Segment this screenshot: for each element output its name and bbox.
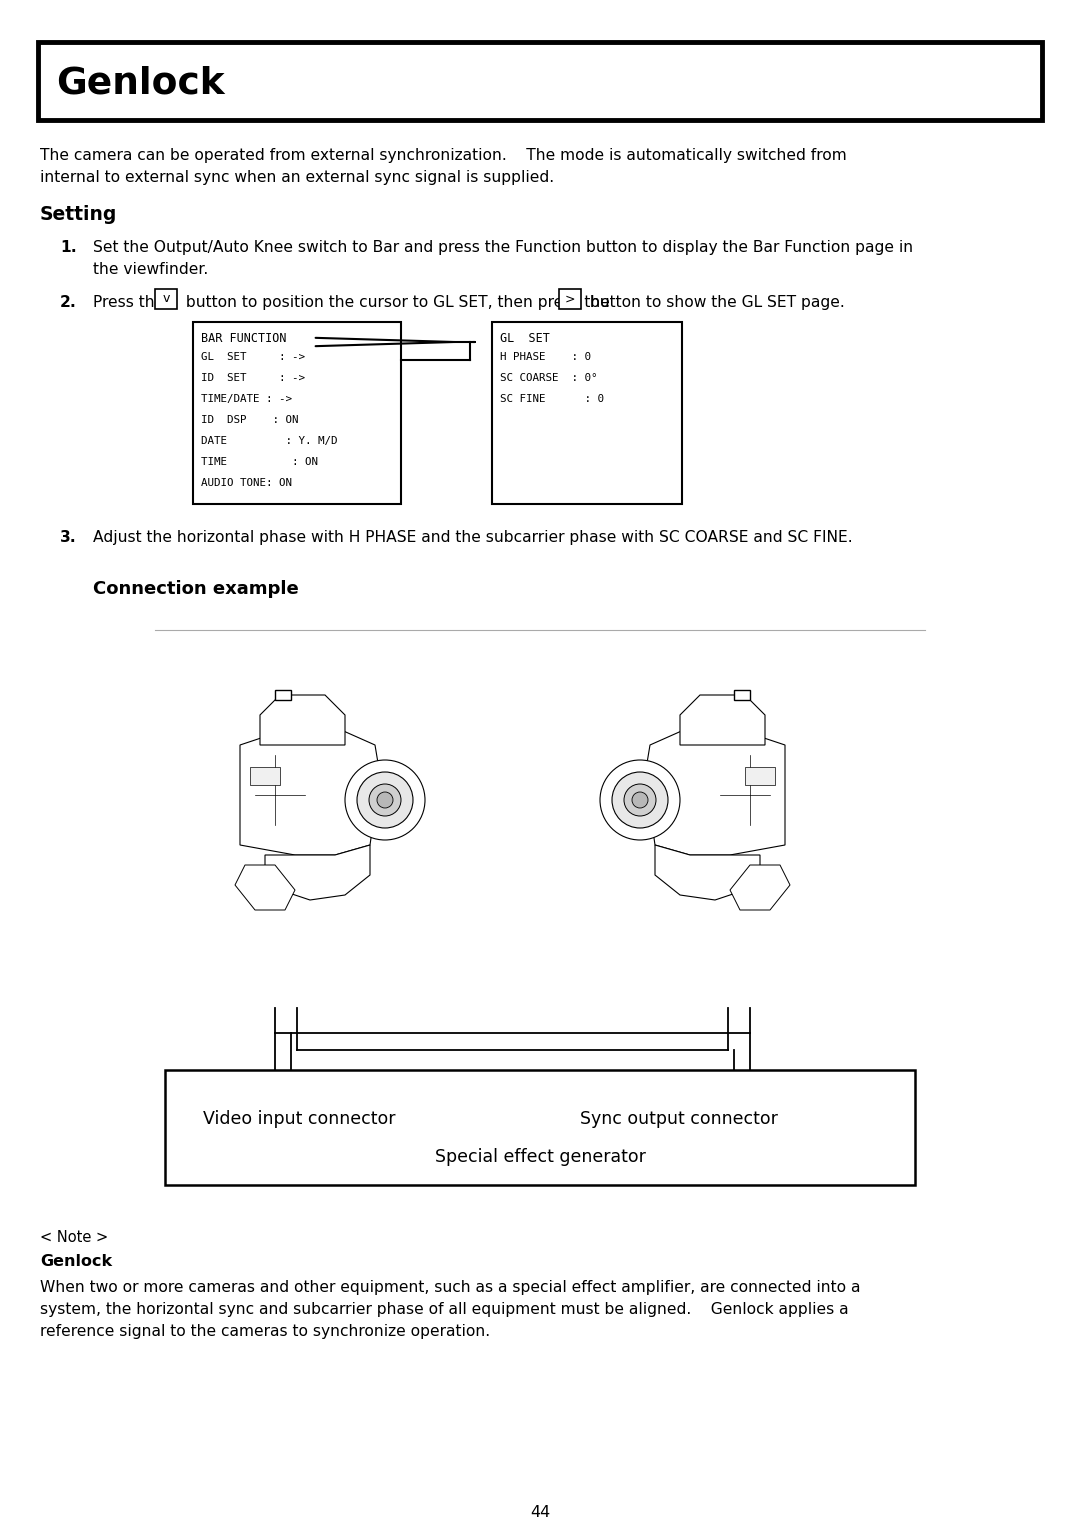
Polygon shape: [265, 845, 370, 900]
Text: v: v: [162, 292, 170, 306]
Polygon shape: [730, 865, 789, 911]
Text: Special effect generator: Special effect generator: [434, 1148, 646, 1166]
Polygon shape: [680, 695, 765, 746]
Bar: [734, 691, 750, 700]
Text: 3.: 3.: [60, 530, 77, 545]
Text: The camera can be operated from external synchronization.    The mode is automat: The camera can be operated from external…: [40, 148, 847, 163]
Circle shape: [600, 759, 680, 840]
Polygon shape: [260, 695, 345, 746]
Text: AUDIO TONE: ON: AUDIO TONE: ON: [201, 478, 292, 487]
Text: button to show the GL SET page.: button to show the GL SET page.: [585, 295, 845, 310]
Text: Sync output connector: Sync output connector: [580, 1109, 778, 1128]
Text: TIME/DATE : ->: TIME/DATE : ->: [201, 394, 292, 403]
Polygon shape: [235, 865, 295, 911]
Bar: [156, 289, 177, 309]
Text: SC FINE      : 0: SC FINE : 0: [500, 394, 604, 403]
Text: GL  SET     : ->: GL SET : ->: [201, 351, 305, 362]
Circle shape: [624, 784, 656, 816]
Text: 44: 44: [530, 1505, 550, 1520]
Circle shape: [345, 759, 426, 840]
Bar: [38, 41, 1042, 121]
Circle shape: [377, 792, 393, 808]
Text: 2.: 2.: [60, 295, 77, 310]
Text: Set the Output/Auto Knee switch to Bar and press the Function button to display : Set the Output/Auto Knee switch to Bar a…: [93, 240, 913, 255]
Text: When two or more cameras and other equipment, such as a special effect amplifier: When two or more cameras and other equip…: [40, 1280, 861, 1296]
Polygon shape: [240, 724, 380, 856]
Circle shape: [369, 784, 401, 816]
Text: reference signal to the cameras to synchronize operation.: reference signal to the cameras to synch…: [40, 1323, 490, 1339]
Text: H PHASE    : 0: H PHASE : 0: [500, 351, 591, 362]
Polygon shape: [645, 724, 785, 856]
Bar: [249, 767, 280, 785]
Text: TIME          : ON: TIME : ON: [201, 457, 318, 468]
Circle shape: [612, 772, 669, 828]
Text: GL  SET: GL SET: [500, 332, 550, 345]
Text: 1.: 1.: [60, 240, 77, 255]
Bar: [492, 322, 681, 504]
Text: < Note >: < Note >: [40, 1230, 108, 1245]
Bar: [559, 289, 581, 309]
Text: ID  SET     : ->: ID SET : ->: [201, 373, 305, 384]
Bar: [193, 322, 401, 504]
Bar: [745, 767, 775, 785]
Bar: [275, 691, 291, 700]
Polygon shape: [654, 845, 760, 900]
Text: the viewfinder.: the viewfinder.: [93, 261, 208, 277]
Text: Setting: Setting: [40, 205, 118, 225]
Text: system, the horizontal sync and subcarrier phase of all equipment must be aligne: system, the horizontal sync and subcarri…: [40, 1302, 849, 1317]
Text: Press the: Press the: [93, 295, 170, 310]
Text: >: >: [565, 292, 576, 306]
Text: Genlock: Genlock: [40, 1254, 112, 1268]
Circle shape: [632, 792, 648, 808]
Text: ID  DSP    : ON: ID DSP : ON: [201, 416, 298, 425]
Bar: [165, 1070, 915, 1186]
Text: Adjust the horizontal phase with H PHASE and the subcarrier phase with SC COARSE: Adjust the horizontal phase with H PHASE…: [93, 530, 852, 545]
Text: DATE         : Y. M/D: DATE : Y. M/D: [201, 435, 337, 446]
Text: Genlock: Genlock: [56, 66, 225, 101]
Text: Connection example: Connection example: [93, 581, 299, 597]
Circle shape: [357, 772, 413, 828]
Text: internal to external sync when an external sync signal is supplied.: internal to external sync when an extern…: [40, 170, 554, 185]
Text: button to position the cursor to GL SET, then press the: button to position the cursor to GL SET,…: [181, 295, 610, 310]
Text: BAR FUNCTION: BAR FUNCTION: [201, 332, 286, 345]
Text: SC COARSE  : 0°: SC COARSE : 0°: [500, 373, 597, 384]
Text: Video input connector: Video input connector: [203, 1109, 395, 1128]
